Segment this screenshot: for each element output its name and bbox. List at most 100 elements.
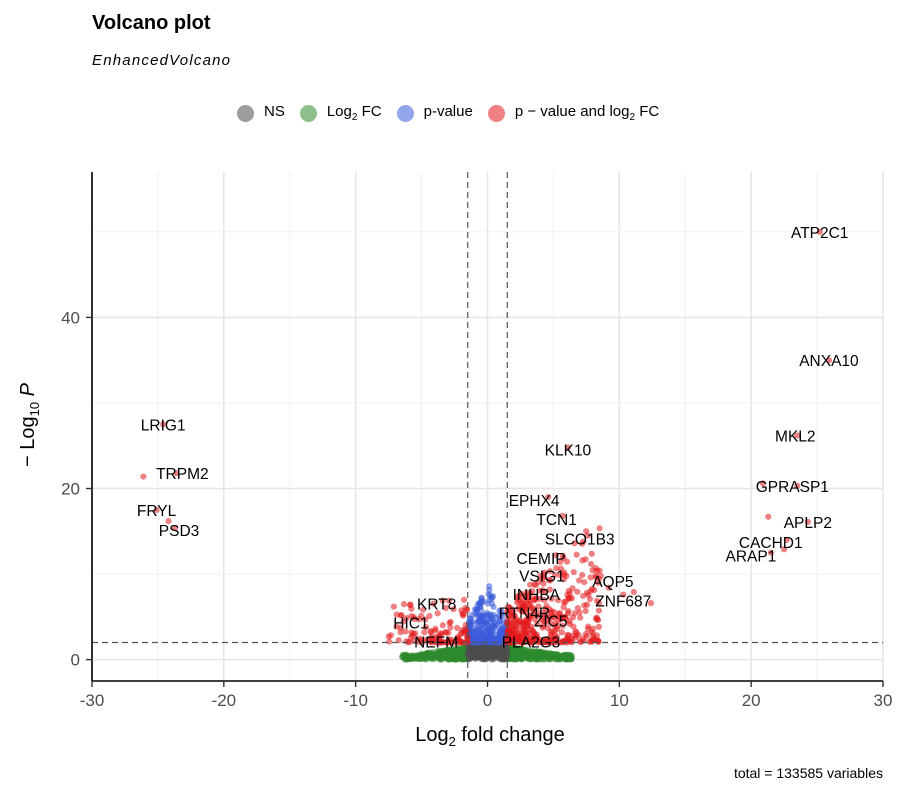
gene-label-inhba: INHBA bbox=[513, 587, 561, 604]
y-tick-label: 0 bbox=[71, 651, 80, 670]
point-fc bbox=[535, 649, 542, 656]
point-fc-p bbox=[446, 597, 453, 604]
point-fc-p bbox=[432, 627, 439, 634]
gene-label-aplp2: APLP2 bbox=[784, 515, 832, 532]
point-fc-p bbox=[585, 626, 592, 633]
point-fc-p bbox=[566, 594, 574, 602]
point-fc-p bbox=[408, 605, 415, 612]
point-fc-p bbox=[513, 616, 520, 623]
point-fc bbox=[445, 656, 452, 663]
point-labeled bbox=[436, 632, 444, 639]
point-fc-p bbox=[594, 616, 601, 623]
gene-label-cachd1: CACHD1 bbox=[739, 535, 803, 552]
y-axis-title: − Log10 P bbox=[17, 382, 42, 467]
point-fc bbox=[402, 652, 409, 660]
point-fc-p bbox=[550, 637, 557, 644]
point-p bbox=[489, 635, 496, 642]
legend-item-pvalue-and-log2fc: p − value and log2 FC bbox=[487, 103, 659, 123]
point-p bbox=[483, 626, 490, 633]
point-fc-p bbox=[514, 634, 522, 641]
point-fc-p bbox=[539, 624, 546, 631]
point-fc-p bbox=[447, 618, 454, 626]
point-fc-p bbox=[781, 546, 788, 553]
point-fc-p bbox=[765, 513, 772, 520]
legend-label-ns: NS bbox=[264, 103, 285, 120]
point-labeled bbox=[767, 549, 775, 556]
legend-dot-ns bbox=[237, 104, 254, 122]
point-fc-p bbox=[463, 628, 470, 635]
cutoff-lines bbox=[92, 172, 883, 681]
point-p bbox=[499, 613, 506, 620]
point-fc-p bbox=[546, 586, 553, 593]
point-fc-p bbox=[583, 601, 591, 608]
point-fc bbox=[416, 653, 423, 660]
point-fc bbox=[428, 649, 435, 657]
gene-label-atp2c1: ATP2C1 bbox=[791, 225, 848, 242]
point-fc-p bbox=[536, 587, 544, 594]
x-tick-label: 20 bbox=[742, 691, 761, 710]
point-fc-p bbox=[587, 574, 594, 581]
point-fc-p bbox=[534, 620, 541, 627]
chart-title: Volcano plot bbox=[92, 12, 211, 34]
point-fc-p bbox=[553, 565, 560, 572]
point-fc-p bbox=[566, 618, 573, 625]
point-fc-p bbox=[398, 612, 405, 619]
point-fc-p bbox=[592, 574, 600, 581]
point-fc-p bbox=[410, 613, 417, 621]
point-fc-p bbox=[575, 631, 582, 639]
point-fc-p bbox=[426, 612, 433, 620]
point-fc bbox=[519, 655, 526, 662]
point-fc-p bbox=[454, 624, 461, 632]
point-fc-p bbox=[534, 609, 541, 616]
point-labeled bbox=[584, 532, 591, 539]
point-fc-p bbox=[592, 564, 599, 572]
point-fc bbox=[526, 649, 533, 656]
x-tick-label: -10 bbox=[343, 691, 368, 710]
point-labeled bbox=[527, 626, 535, 633]
point-fc-p bbox=[583, 589, 591, 596]
point-labeled bbox=[794, 482, 801, 490]
point-fc bbox=[456, 649, 463, 656]
point-fc-p bbox=[605, 584, 612, 591]
point-fc-p bbox=[510, 632, 517, 639]
point-labeled bbox=[804, 518, 811, 525]
gene-label-rtn4r: RTN4R bbox=[499, 606, 550, 623]
point-p bbox=[488, 595, 495, 602]
point-fc-p bbox=[578, 540, 586, 547]
point-p bbox=[484, 600, 491, 607]
x-tick-label: -30 bbox=[80, 691, 105, 710]
point-fc-p bbox=[571, 610, 578, 617]
gene-label-ephx4: EPHX4 bbox=[509, 493, 560, 510]
point-fc-p bbox=[588, 637, 596, 645]
gene-label-anxa10: ANXA10 bbox=[799, 353, 859, 370]
point-fc-p bbox=[548, 595, 555, 602]
point-fc-p bbox=[588, 561, 595, 568]
point-fc-p bbox=[546, 568, 554, 575]
point-fc-p bbox=[540, 573, 548, 581]
point-fc-p bbox=[535, 578, 542, 586]
point-fc-p bbox=[386, 638, 393, 645]
point-fc-p bbox=[588, 585, 596, 592]
point-fc-p bbox=[561, 614, 568, 621]
point-p bbox=[486, 618, 494, 625]
legend-label-log2fc: Log2 FC bbox=[326, 103, 382, 123]
point-ns bbox=[465, 650, 472, 658]
point-fc-p bbox=[595, 623, 603, 630]
point-fc-p bbox=[531, 597, 538, 604]
chart-subtitle: EnhancedVolcano bbox=[92, 52, 232, 69]
gene-label-gprasp1: GPRASP1 bbox=[756, 479, 829, 496]
point-fc-p bbox=[560, 604, 567, 611]
point-fc-p bbox=[165, 517, 172, 525]
gene-label-pla2g3: PLA2G3 bbox=[502, 635, 561, 652]
point-fc-p bbox=[547, 577, 554, 584]
point-fc-p bbox=[541, 596, 548, 604]
point-fc-p bbox=[535, 603, 542, 610]
point-fc-p bbox=[403, 615, 410, 622]
gene-label-mkl2: MKL2 bbox=[775, 428, 816, 445]
point-fc-p bbox=[582, 607, 589, 615]
point-fc-p bbox=[570, 568, 577, 576]
point-fc bbox=[460, 655, 467, 662]
point-fc-p bbox=[577, 614, 584, 621]
